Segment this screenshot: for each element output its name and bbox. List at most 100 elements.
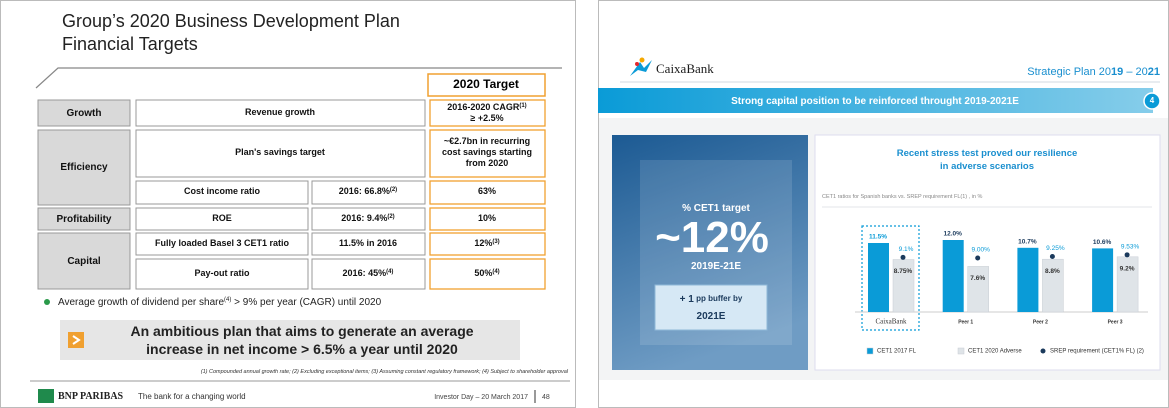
target-header-part: 2020 Target: [453, 77, 519, 91]
bnp-logo: [38, 389, 54, 403]
cell-sup: (1): [519, 103, 526, 109]
highlight-text-part: increase in net income > 6.5% a year unt…: [146, 341, 458, 357]
banner: [598, 88, 1153, 113]
cell: 2016: 66.8%(2): [339, 186, 397, 196]
footer-event-part: Investor Day – 20 March 2017: [434, 394, 528, 401]
item-cells: [135, 99, 426, 290]
highlight-text-part: An ambitious plan that aims to generate …: [130, 323, 473, 339]
cell: ~€2.7bn in recurring: [444, 136, 530, 146]
bar: [1042, 258, 1064, 313]
cell-part: Revenue growth: [245, 107, 315, 117]
target-panel: [612, 135, 808, 370]
bar: [868, 243, 889, 312]
footnote: (1) Compounded annual growth rate; (2) E…: [201, 369, 569, 375]
caixa-name-part: CaixaBank: [656, 61, 714, 76]
buffer-part: pp buffer by: [694, 294, 743, 303]
value-label: 9.00%: [971, 247, 990, 254]
buffer-box: [654, 284, 768, 331]
legend-label: SREP requirement (CET1% FL) (2): [1050, 349, 1144, 355]
cell-part: 2016-2020 CAGR: [447, 102, 520, 112]
cell-part: Fully loaded Basel 3 CET1 ratio: [155, 238, 290, 248]
caixa-logo: [630, 60, 652, 76]
plan-part: 19: [1111, 66, 1123, 78]
cell: ROE: [212, 213, 232, 223]
category-label: Peer 1: [958, 319, 973, 325]
cell-part: 63%: [478, 186, 496, 196]
buffer-text-part: + 1: [680, 294, 695, 305]
banner-text: Strong capital position to be reinforced…: [731, 96, 1019, 107]
chart-title: in adverse scenarios: [940, 161, 1034, 172]
slide-title-part: Group’s 2020 Business Development Plan: [62, 11, 400, 31]
target-value: ~12%: [655, 213, 769, 262]
footer-brand-part: BNP PARIBAS: [58, 391, 124, 402]
plan-part: 21: [1148, 66, 1160, 78]
row-label: Capital: [67, 256, 101, 267]
page-number: 48: [542, 394, 550, 401]
bullet-text-sup: (4): [224, 297, 231, 303]
chart-subtitle: CET1 ratios for Spanish banks vs. SREP r…: [822, 194, 982, 200]
legend-swatch: [957, 347, 965, 355]
cell: Fully loaded Basel 3 CET1 ratio: [155, 238, 290, 248]
cell: Revenue growth: [245, 107, 315, 117]
highlight-arrow: [72, 335, 81, 345]
row-label-part: Efficiency: [60, 162, 108, 173]
cell: 50%(4): [474, 268, 499, 278]
cell-part: from 2020: [466, 158, 509, 168]
plan-title: Strategic Plan 2019 – 2021: [1027, 66, 1160, 78]
highlight-text: An ambitious plan that aims to generate …: [130, 323, 473, 339]
value-label: 7.6%: [970, 275, 985, 282]
cell: 2016: 45%(4): [343, 268, 394, 278]
row-label-part: Capital: [67, 256, 101, 267]
value-label: 9.25%: [1046, 245, 1065, 252]
buffer-text: + 1 pp buffer by: [680, 294, 743, 305]
target-value-part: ~12%: [655, 213, 769, 262]
cell-part: Cost income ratio: [184, 186, 261, 196]
footer-tagline-part: The bank for a changing world: [138, 392, 246, 401]
cell-part: 50%: [474, 268, 492, 278]
buffer-text: 2021E: [697, 311, 726, 322]
target-period: 2019E-21E: [691, 261, 741, 272]
bar: [1017, 247, 1039, 312]
cell-sup: (4): [386, 269, 393, 275]
cell-part: ROE: [212, 213, 232, 223]
cell-part: 12%: [474, 238, 492, 248]
category-label: Peer 3: [1108, 319, 1123, 325]
category-label: Peer 2: [1033, 319, 1048, 325]
chart-title-part: in adverse scenarios: [940, 161, 1034, 172]
bar: [967, 266, 989, 313]
banner-number-part: 4: [1150, 96, 1155, 105]
category-label: CaixaBank: [875, 318, 907, 326]
cell-sup: (4): [492, 269, 499, 275]
footnote-part: (1) Compounded annual growth rate; (2) E…: [201, 369, 569, 375]
cell: 2016-2020 CAGR(1): [447, 102, 526, 112]
cell: Cost income ratio: [184, 186, 261, 196]
highlight-text: increase in net income > 6.5% a year unt…: [146, 341, 458, 357]
target-label-part: % CET1 target: [682, 203, 750, 214]
slide-title-part: Financial Targets: [62, 34, 198, 54]
value-label: 8.75%: [894, 268, 913, 275]
legend-swatch: [1040, 348, 1046, 354]
row-label: Efficiency: [60, 162, 108, 173]
value-label: 12.0%: [943, 231, 962, 238]
cell-part: Plan's savings target: [235, 147, 325, 157]
banner-number: 4: [1150, 96, 1155, 105]
highlight-frame: [861, 225, 920, 331]
target-header-box: [427, 73, 546, 97]
row-label: Profitability: [56, 214, 111, 225]
chart-subtitle-part: CET1 ratios for Spanish banks vs. SREP r…: [822, 194, 982, 200]
chart-title: Recent stress test proved our resilience: [897, 148, 1078, 159]
slide-title: Financial Targets: [62, 34, 198, 54]
cell-part: cost savings starting: [442, 147, 532, 157]
cell: from 2020: [466, 158, 509, 168]
row-label: Growth: [67, 108, 102, 119]
legend-label: CET1 2017 FL: [877, 349, 917, 355]
target-period-part: 2019E-21E: [691, 261, 741, 272]
cell: Pay-out ratio: [194, 268, 250, 278]
cell-sup: (2): [387, 214, 394, 220]
target-label: % CET1 target: [682, 203, 750, 214]
srep-dot: [1124, 252, 1130, 258]
cell: cost savings starting: [442, 147, 532, 157]
bullet-text-part: Average growth of dividend per share: [58, 297, 224, 308]
cell-part: 11.5% in 2016: [339, 238, 397, 248]
